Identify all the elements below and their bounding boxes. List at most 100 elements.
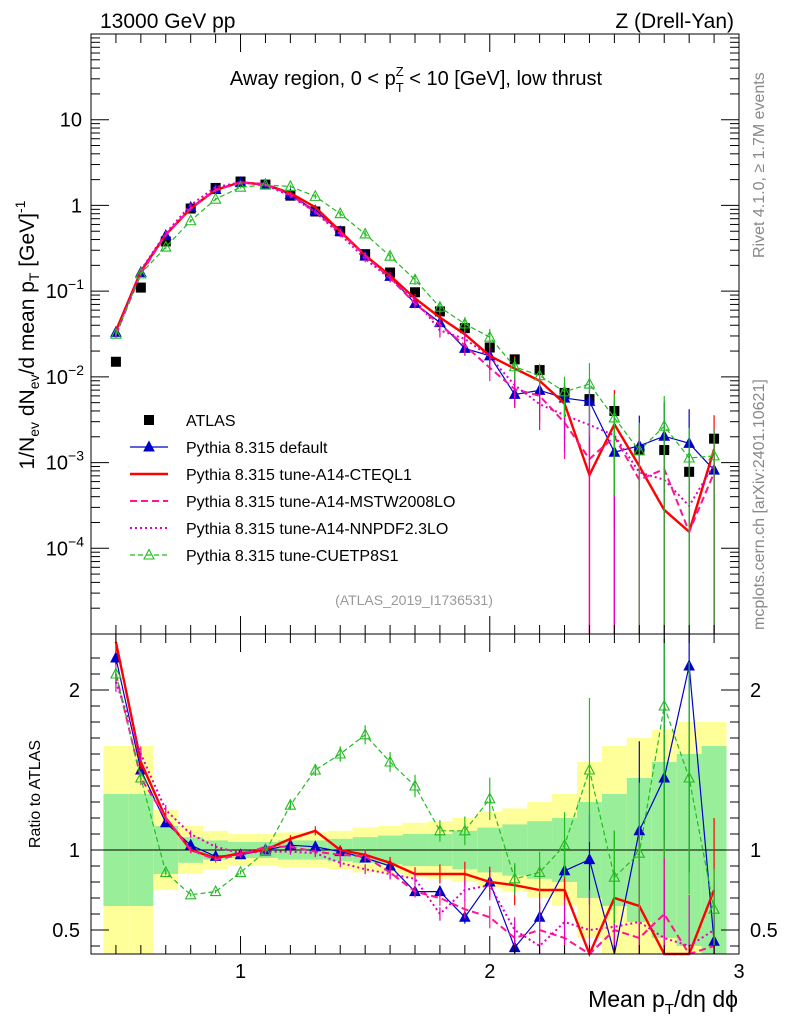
ylabel-sub3: T <box>26 272 42 281</box>
legend: ATLAS Pythia 8.315 default Pythia 8.315 tu… <box>130 413 455 565</box>
title-part-2: < 10 [GeV], low thrust <box>404 68 603 90</box>
series-5-upper-marker <box>359 227 372 239</box>
process-label: Z (Drell-Yan) <box>615 10 734 33</box>
series-5-upper-marker <box>209 192 222 204</box>
ratio-y-label: Ratio to ATLAS <box>27 740 44 848</box>
legend-entry-1-label: Pythia 8.315 default <box>186 440 328 457</box>
series-5-ratio-marker <box>259 844 272 857</box>
series-5-upper-marker <box>483 330 496 342</box>
series-5-upper-marker <box>284 179 297 192</box>
upper-axis-ticks: 10 1 10−1 10−2 10−3 10−4 <box>46 34 739 634</box>
series-5-upper-marker <box>259 178 272 190</box>
series-5-ratio-marker <box>159 865 172 877</box>
series-5-ratio-marker <box>184 888 197 900</box>
upper-series <box>110 176 720 634</box>
series-5-ratio-marker <box>658 699 671 711</box>
legend-entry-5-label: Pythia 8.315 tune-CUETP8S1 <box>186 548 399 565</box>
ylabel-sub1: ev <box>26 422 42 437</box>
y-tick-label: 1 <box>71 195 82 217</box>
plot-title: Away region, 0 < pZ T < 10 [GeV], low thr… <box>230 64 603 95</box>
ylabel-p2: dN <box>16 389 39 422</box>
title-part-1: Away region, 0 < p <box>230 68 396 90</box>
series-5-upper-marker <box>458 317 471 329</box>
series-5-upper-marker <box>708 449 720 461</box>
y-axis-label: 1/Nev dNev/d mean pT [GeV]-1 <box>12 200 42 469</box>
y-tick-label: 10−3 <box>46 448 84 475</box>
legend-entry-0-marker <box>144 415 154 425</box>
series-5-ratio-marker <box>558 838 571 850</box>
series-5-ratio-marker <box>334 747 347 759</box>
series-5-upper-marker <box>658 419 671 431</box>
ylabel-p1: 1/N <box>16 437 39 470</box>
series-5-ratio-marker <box>434 824 446 836</box>
series-5-ratio-marker <box>508 872 521 884</box>
ratio-tick-label-left: 2 <box>69 680 80 702</box>
series-5-upper-marker <box>683 451 696 463</box>
series-5-upper-marker <box>184 214 197 226</box>
series-5-ratio-marker <box>309 763 322 775</box>
series-5-ratio-marker <box>458 824 471 836</box>
ylabel-sub2: ev <box>26 374 42 389</box>
x-tick-label: 1 <box>235 961 246 983</box>
series-5-ratio-marker <box>209 884 222 897</box>
legend-entry-5-marker <box>143 548 155 560</box>
x-axis-label: Mean pT/dη dϕ <box>588 986 738 1018</box>
series-5-ratio-marker <box>359 728 372 740</box>
series-5-upper-marker <box>159 240 172 252</box>
ratio-series <box>110 634 720 958</box>
series-5-upper-marker <box>334 207 347 219</box>
series-5-upper-marker <box>134 267 147 279</box>
series-5-ratio-marker <box>110 667 122 679</box>
series-5-ratio-marker <box>583 763 596 775</box>
series-5-ratio-marker <box>708 902 720 914</box>
series-5-ratio-marker <box>608 870 621 882</box>
energy-label: 13000 GeV pp <box>100 10 235 33</box>
ratio-axis-ticks: 1 2 3 0.5 0.5 1 1 2 2 <box>52 634 778 983</box>
y-tick-label: 10−4 <box>46 533 84 560</box>
series-5-upper-marker <box>633 444 646 456</box>
series-5-ratio-line <box>115 673 715 910</box>
series-5-upper-marker <box>434 300 446 312</box>
ratio-tick-label-right: 2 <box>750 680 761 702</box>
legend-entry-1-marker <box>143 440 155 452</box>
series-5-ratio-marker <box>533 865 546 877</box>
series-5-upper-marker <box>309 189 322 201</box>
ratio-tick-label-left: 1 <box>69 840 80 862</box>
series-5-ratio-marker <box>483 792 496 804</box>
ylabel-p4: [GeV] <box>16 213 39 273</box>
series-5-ratio-marker <box>409 779 421 791</box>
series-5-upper-marker <box>508 360 521 372</box>
legend-entry-4-label: Pythia 8.315 tune-A14-NNPDF2.3LO <box>186 521 448 538</box>
series-5-upper-marker <box>583 377 596 389</box>
y-tick-label: 10−1 <box>46 276 84 303</box>
ratio-tick-label-right: 1 <box>750 840 761 862</box>
upper-frame <box>90 33 740 635</box>
xlabel-p1: Mean p <box>588 986 665 1012</box>
title-sub: T <box>396 80 404 95</box>
ratio-tick-label-left: 0.5 <box>52 920 80 942</box>
atlas-data-point <box>410 287 420 298</box>
ylabel-p3: /d mean p <box>16 281 39 374</box>
series-5-upper-marker <box>533 369 546 381</box>
title-sup: Z <box>396 64 404 79</box>
atlas-data-point <box>110 356 121 367</box>
series-4-upper-line <box>114 181 715 508</box>
mcplots-label: mcplots.cern.ch [arXiv:2401.10621] <box>751 379 768 630</box>
series-5-ratio-marker <box>384 755 396 767</box>
series-5-upper-marker <box>409 273 421 285</box>
series-5-upper-marker <box>384 249 396 261</box>
series-5-upper-line <box>115 184 715 459</box>
series-5-upper-marker <box>234 180 247 192</box>
xlabel-p2: /dη dϕ <box>674 986 738 1012</box>
series-5-ratio-marker <box>633 846 646 858</box>
series-5-ratio-marker <box>234 865 247 877</box>
y-tick-label: 10−2 <box>46 362 84 389</box>
series-5-upper-marker <box>110 327 122 339</box>
series-5-upper-marker <box>608 411 621 423</box>
series-1-ratio-marker <box>583 853 596 865</box>
atlas-data-point <box>135 282 146 293</box>
y-tick-label: 10 <box>60 110 82 132</box>
ratio-bands <box>91 722 739 954</box>
legend-entry-3-label: Pythia 8.315 tune-A14-MSTW2008LO <box>186 494 455 511</box>
